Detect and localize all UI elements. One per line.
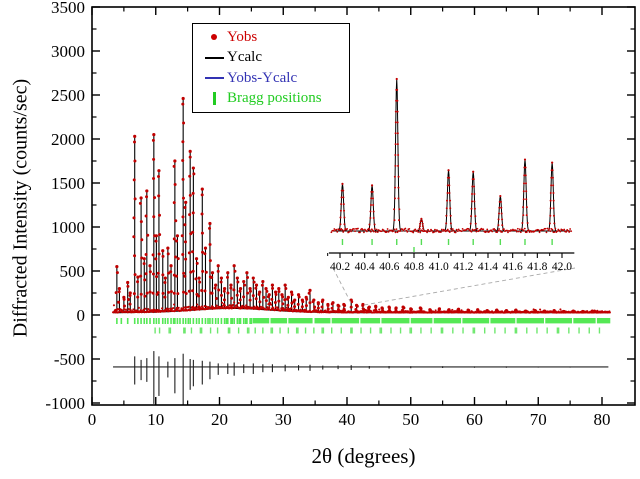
ycalc-line-marker-icon: [201, 56, 227, 59]
svg-text:41.8: 41.8: [527, 261, 547, 273]
legend: Yobs Ycalc Yobs-Ycalc Bragg positions: [192, 23, 350, 113]
svg-text:2500: 2500: [51, 86, 85, 105]
svg-text:40.8: 40.8: [404, 261, 424, 273]
svg-text:3000: 3000: [51, 42, 85, 61]
svg-text:42.0: 42.0: [552, 261, 572, 273]
x-axis-title: 2θ (degrees): [311, 444, 416, 468]
svg-text:41.2: 41.2: [453, 261, 473, 273]
svg-text:40.4: 40.4: [355, 261, 375, 273]
svg-text:0: 0: [88, 410, 97, 429]
svg-text:80: 80: [594, 410, 611, 429]
yobs-dot-marker-icon: [201, 34, 227, 41]
legend-item-yobs: Yobs: [201, 27, 347, 47]
legend-label-ycalc: Ycalc: [227, 49, 262, 66]
svg-text:-1000: -1000: [45, 394, 85, 413]
svg-text:41.4: 41.4: [478, 261, 498, 273]
bragg-tick-marker-icon: [201, 92, 227, 106]
svg-text:50: 50: [402, 410, 419, 429]
difference-line-marker-icon: [201, 77, 227, 80]
svg-text:41.6: 41.6: [503, 261, 523, 273]
legend-item-ycalc: Ycalc: [201, 48, 347, 68]
svg-text:41.0: 41.0: [429, 261, 449, 273]
legend-label-bragg: Bragg positions: [227, 90, 322, 107]
svg-text:40.2: 40.2: [330, 261, 350, 273]
y-axis-title: Diffracted Intensity (counts/sec): [9, 78, 32, 338]
svg-text:2000: 2000: [51, 130, 85, 149]
svg-text:500: 500: [60, 262, 86, 281]
svg-text:3500: 3500: [51, 0, 85, 17]
legend-label-difference: Yobs-Ycalc: [227, 69, 298, 86]
legend-label-yobs: Yobs: [227, 28, 258, 45]
svg-text:40: 40: [339, 410, 356, 429]
svg-text:40.6: 40.6: [379, 261, 399, 273]
svg-text:70: 70: [530, 410, 547, 429]
svg-text:30: 30: [275, 410, 292, 429]
svg-text:60: 60: [466, 410, 483, 429]
svg-text:1500: 1500: [51, 174, 85, 193]
svg-text:0: 0: [77, 306, 86, 325]
svg-text:20: 20: [211, 410, 228, 429]
svg-text:-500: -500: [54, 350, 85, 369]
legend-item-bragg: Bragg positions: [201, 89, 347, 109]
svg-text:1000: 1000: [51, 218, 85, 237]
svg-text:10: 10: [147, 410, 164, 429]
legend-item-difference: Yobs-Ycalc: [201, 68, 347, 88]
